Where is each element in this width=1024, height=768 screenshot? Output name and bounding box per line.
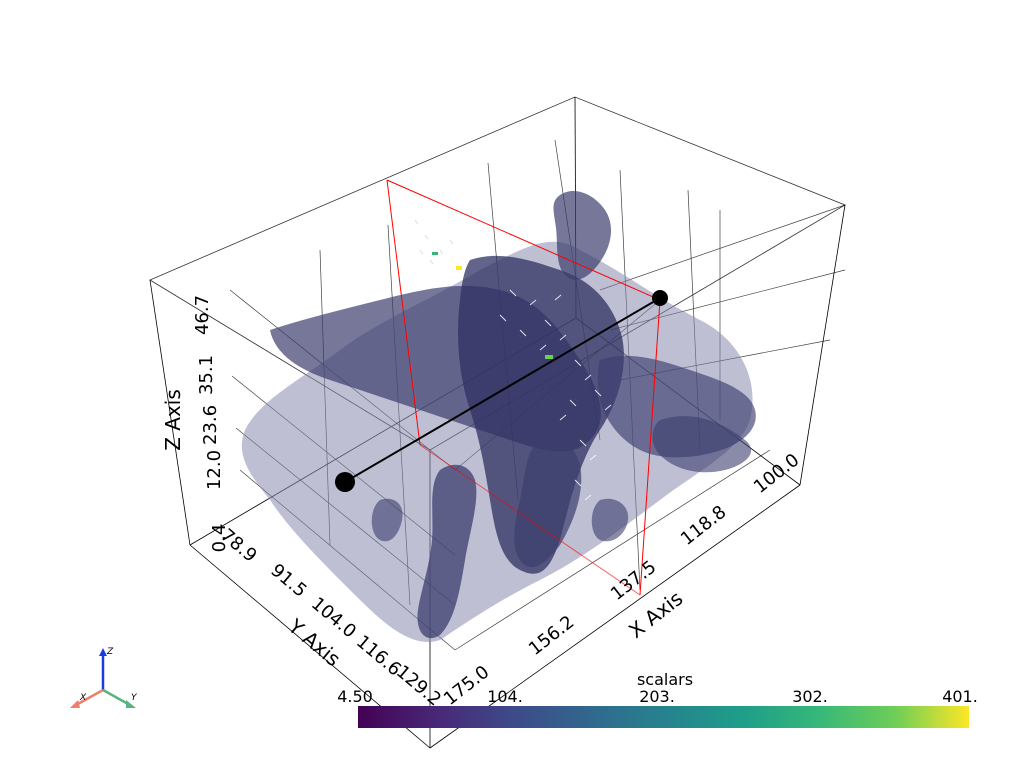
x-tick-1: 175.0: [440, 662, 494, 710]
scalar-bar-tick-2: 104.: [487, 687, 523, 706]
z-arrow-icon: [99, 648, 107, 656]
triad-y-label: Y: [131, 693, 138, 703]
glyph-accent: [432, 252, 553, 359]
glyph-cloud-sparse: [414, 219, 454, 265]
scalar-bar-tick-1: 4.50: [337, 687, 373, 706]
z-tick-2: 12.0: [204, 450, 225, 490]
x-tick-4: 118.8: [677, 502, 731, 550]
line-widget-handle-2[interactable]: [652, 290, 668, 306]
triad-z-label: Z: [106, 647, 114, 657]
y-tick-2: 91.5: [266, 560, 310, 602]
scalar-bar-tick-3: 203.: [639, 687, 675, 706]
isosurface: [241, 190, 756, 642]
scalar-bar-gradient: [358, 706, 969, 728]
scalar-bar: scalars 4.50 104. 203. 302. 401.: [337, 670, 978, 728]
x-tick-5: 100.0: [750, 450, 804, 498]
z-tick-3: 23.6: [200, 405, 221, 445]
x-arrow-icon: [70, 700, 80, 708]
glyph-cloud: [499, 289, 612, 501]
line-widget[interactable]: [335, 290, 668, 492]
x-tick-2: 156.2: [525, 612, 579, 660]
scalar-bar-tick-5: 401.: [942, 687, 978, 706]
scalar-bar-title: scalars: [637, 670, 693, 689]
orientation-widget: Z X Y: [70, 647, 138, 708]
z-tick-4: 35.1: [196, 355, 217, 395]
y-tick-5: 129.2: [392, 661, 445, 710]
scalar-bar-tick-4: 302.: [792, 687, 828, 706]
x-axis-title: X Axis: [624, 586, 687, 643]
line-widget-handle-1[interactable]: [335, 472, 355, 492]
y-arrow-icon: [126, 700, 136, 708]
z-axis: Z Axis 0.4 12.0 23.6 35.1 46.7: [161, 295, 230, 552]
z-axis-title: Z Axis: [161, 389, 185, 451]
slice-plane-outline: [386, 179, 661, 596]
triad-x-label: X: [79, 693, 87, 703]
z-tick-1: 0.4: [209, 524, 230, 553]
x-tick-3: 137.5: [607, 557, 661, 605]
z-tick-5: 46.7: [192, 295, 213, 335]
